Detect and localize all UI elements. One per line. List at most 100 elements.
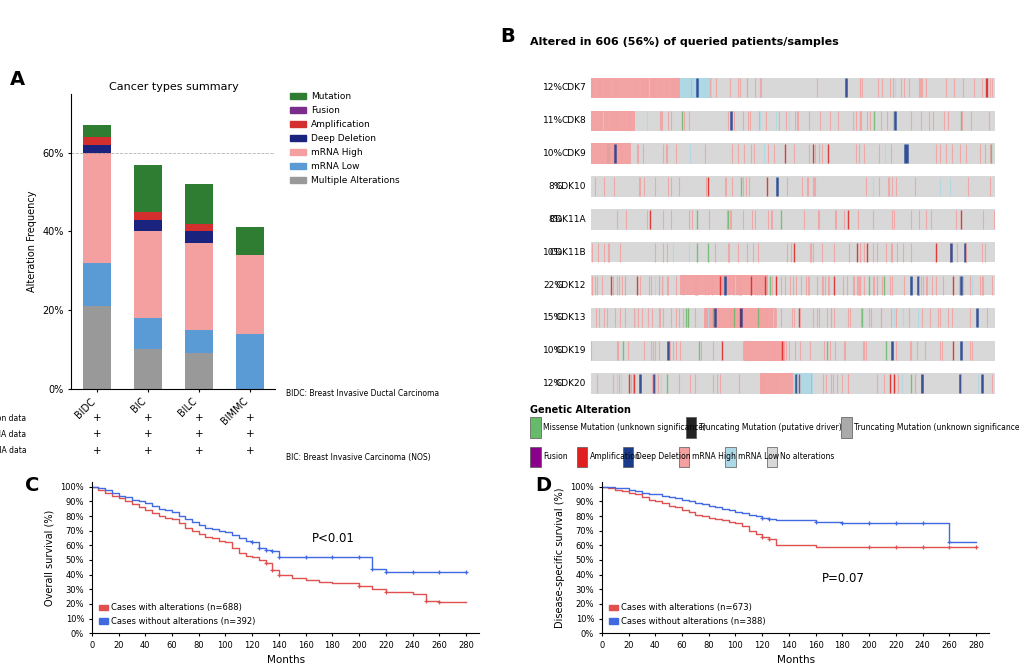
Text: +: + xyxy=(93,446,101,456)
Bar xyxy=(590,176,994,197)
Bar xyxy=(623,447,633,467)
Text: Amplification: Amplification xyxy=(589,452,640,462)
Text: Altered in 606 (56%) of queried patients/samples: Altered in 606 (56%) of queried patients… xyxy=(530,37,839,47)
Text: 11%: 11% xyxy=(542,117,562,125)
Bar xyxy=(235,255,264,334)
Y-axis label: Alteration Frequency: Alteration Frequency xyxy=(26,190,37,292)
Text: CDK19: CDK19 xyxy=(555,346,586,355)
Bar xyxy=(133,212,162,220)
Text: CDK20: CDK20 xyxy=(555,379,586,388)
Text: D: D xyxy=(535,476,551,494)
Bar xyxy=(792,373,812,394)
Text: +: + xyxy=(246,429,254,440)
Text: BIMMC: Breast Invasive Mixed Mucious Carcinoma: BIMMC: Breast Invasive Mixed Mucious Car… xyxy=(285,583,477,592)
Text: CDK10: CDK10 xyxy=(555,182,586,191)
Text: B: B xyxy=(499,27,514,46)
Bar xyxy=(679,447,689,467)
Bar xyxy=(766,447,776,467)
Text: 10%: 10% xyxy=(542,346,562,355)
Text: +: + xyxy=(93,429,101,440)
Text: +: + xyxy=(246,446,254,456)
Text: P=0.07: P=0.07 xyxy=(821,572,864,585)
Text: No alterations: No alterations xyxy=(780,452,834,462)
Bar xyxy=(590,275,994,295)
Bar xyxy=(590,242,994,263)
Bar xyxy=(133,231,162,318)
Text: CDK8: CDK8 xyxy=(560,117,586,125)
Bar xyxy=(83,306,111,389)
Bar xyxy=(590,340,994,361)
Bar xyxy=(133,349,162,389)
Text: CDK7: CDK7 xyxy=(560,83,586,92)
Text: Truncating Mutation (putative driver): Truncating Mutation (putative driver) xyxy=(698,423,841,432)
Bar xyxy=(184,353,213,389)
Bar xyxy=(685,417,695,438)
Bar xyxy=(759,373,792,394)
Bar xyxy=(83,263,111,306)
Legend: Cases with alterations (n=673), Cases without alterations (n=388): Cases with alterations (n=673), Cases wi… xyxy=(605,600,768,629)
Text: 12%: 12% xyxy=(542,379,562,388)
Text: CDK9: CDK9 xyxy=(560,149,586,158)
Text: 10%: 10% xyxy=(542,248,562,257)
X-axis label: Months: Months xyxy=(775,655,814,665)
Bar xyxy=(679,78,711,98)
Text: CNA data: CNA data xyxy=(0,429,26,439)
Text: CDK13: CDK13 xyxy=(555,314,586,322)
Text: Mutation data: Mutation data xyxy=(0,413,26,423)
Text: Missense Mutation (unknown significance): Missense Mutation (unknown significance) xyxy=(543,423,706,432)
Title: Cancer types summary: Cancer types summary xyxy=(108,82,238,92)
Y-axis label: Overall survival (%): Overall survival (%) xyxy=(45,510,55,606)
Bar xyxy=(590,111,635,131)
Bar xyxy=(679,275,767,295)
Legend: Cases with alterations (n=688), Cases without alterations (n=392): Cases with alterations (n=688), Cases wi… xyxy=(96,600,259,629)
Bar xyxy=(184,330,213,353)
Bar xyxy=(184,224,213,231)
Text: BIC: Breast Invasive Carcinoma (NOS): BIC: Breast Invasive Carcinoma (NOS) xyxy=(285,454,430,462)
Bar xyxy=(184,243,213,330)
Bar xyxy=(841,417,851,438)
Bar xyxy=(577,447,587,467)
Bar xyxy=(133,165,162,212)
Legend: Mutation, Fusion, Amplification, Deep Deletion, mRNA High, mRNA Low, Multiple Al: Mutation, Fusion, Amplification, Deep De… xyxy=(289,92,399,185)
Text: 22%: 22% xyxy=(542,281,562,289)
Text: +: + xyxy=(144,413,152,423)
Text: C: C xyxy=(25,476,40,494)
Text: A: A xyxy=(10,70,25,89)
Y-axis label: Disease-specific survival (%): Disease-specific survival (%) xyxy=(554,488,565,628)
Text: 8%: 8% xyxy=(548,182,562,191)
Text: BILC: Breast Invasive Lobular Carcinoma: BILC: Breast Invasive Lobular Carcinoma xyxy=(285,519,440,527)
Text: Deep Deletion: Deep Deletion xyxy=(636,452,690,462)
Text: Genetic Alteration: Genetic Alteration xyxy=(530,405,631,415)
Bar xyxy=(83,153,111,263)
Bar xyxy=(133,318,162,349)
Text: +: + xyxy=(195,429,203,440)
Text: 12%: 12% xyxy=(542,83,562,92)
Text: 10%: 10% xyxy=(542,149,562,158)
Text: CDK11B: CDK11B xyxy=(549,248,586,257)
Bar xyxy=(133,220,162,231)
Text: +: + xyxy=(93,413,101,423)
X-axis label: Months: Months xyxy=(266,655,305,665)
Bar xyxy=(703,308,775,328)
Bar xyxy=(590,143,631,163)
Bar xyxy=(590,78,679,98)
Text: +: + xyxy=(144,429,152,440)
Text: Fusion: Fusion xyxy=(543,452,568,462)
Text: mRNA Low: mRNA Low xyxy=(738,452,779,462)
Bar xyxy=(184,184,213,224)
Bar xyxy=(530,417,540,438)
Text: mRNA data: mRNA data xyxy=(0,446,26,455)
Text: +: + xyxy=(246,413,254,423)
Bar xyxy=(744,340,784,361)
Text: Truncating Mutation (unknown significance): Truncating Mutation (unknown significanc… xyxy=(854,423,1019,432)
Bar xyxy=(83,125,111,137)
Text: +: + xyxy=(195,413,203,423)
Bar xyxy=(235,227,264,255)
Text: CDK12: CDK12 xyxy=(555,281,586,289)
Bar xyxy=(590,308,994,328)
Text: +: + xyxy=(195,446,203,456)
Bar xyxy=(590,373,994,394)
Text: BIDC: Breast Invasive Ductal Carcinoma: BIDC: Breast Invasive Ductal Carcinoma xyxy=(285,389,438,397)
Bar xyxy=(590,143,994,163)
Bar xyxy=(590,209,994,230)
